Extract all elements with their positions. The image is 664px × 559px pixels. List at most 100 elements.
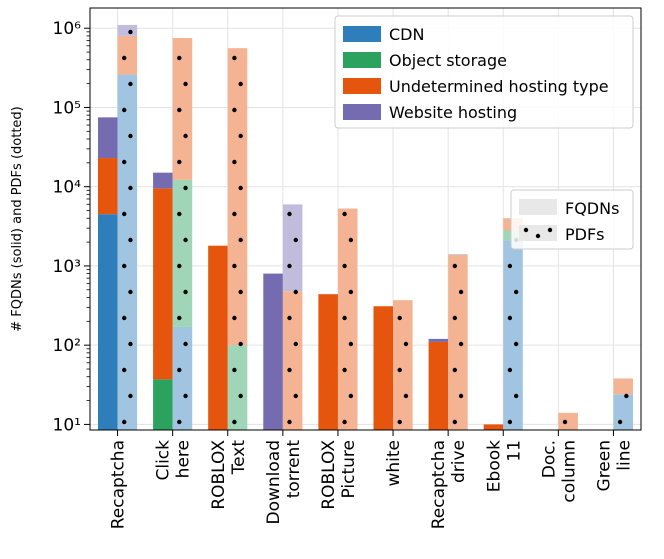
- pdf-dot: [293, 237, 298, 243]
- pdf-bar-object-storage: [172, 179, 193, 327]
- pdf-dot: [342, 315, 347, 321]
- fqdn-bar-undetermined-hosting-type: [483, 424, 504, 430]
- pdf-dot: [183, 393, 188, 399]
- fqdn-bar-undetermined-hosting-type: [428, 341, 449, 430]
- pdf-dot: [177, 107, 182, 113]
- pdf-bar-undetermined-hosting-type: [337, 208, 358, 430]
- pdf-dot: [232, 159, 237, 165]
- pdf-dot: [452, 315, 458, 321]
- pdf-dot: [122, 419, 127, 425]
- pdf-dot: [177, 315, 182, 321]
- pdf-bar-website-hosting: [282, 204, 303, 292]
- x-tick-label: Green: [595, 440, 615, 491]
- pdf-dot: [507, 419, 513, 425]
- pdf-dot: [128, 29, 133, 35]
- pdf-dot: [238, 237, 243, 243]
- pdf-bar-website-hosting: [117, 24, 138, 36]
- pdf-dot: [513, 289, 519, 295]
- pdf-dot: [232, 55, 237, 61]
- pdf-bar-undetermined-hosting-type: [117, 35, 138, 75]
- pdf-dot: [458, 289, 464, 295]
- pdf-dot: [348, 393, 354, 399]
- pdf-dot: [397, 315, 402, 321]
- pdf-bar-undetermined-hosting-type: [613, 378, 634, 395]
- pdf-dot: [122, 315, 127, 321]
- legend-label-pdfs: PDFs: [565, 225, 605, 244]
- pdf-dot: [507, 263, 513, 269]
- pdf-bar-undetermined-hosting-type: [558, 412, 578, 430]
- pdf-dot: [452, 419, 458, 425]
- pdf-dot: [238, 185, 243, 191]
- pdf-dot: [458, 341, 464, 347]
- pdf-dot: [287, 315, 292, 321]
- pdf-dot: [293, 393, 298, 399]
- legend-label-object-storage: Object storage: [389, 51, 507, 70]
- x-tick-label: Doc.: [539, 440, 559, 478]
- legend-series: CDN Object storage Undetermined hosting ty…: [334, 15, 634, 129]
- pdf-dot: [348, 289, 354, 295]
- pdf-dot: [122, 55, 127, 61]
- pdf-dot: [287, 211, 292, 217]
- x-tick-label: line: [615, 440, 635, 471]
- pdf-dot: [513, 341, 519, 347]
- legend-label-cdn: CDN: [389, 25, 424, 44]
- pdf-dot: [342, 419, 347, 425]
- pdf-dot: [348, 341, 354, 347]
- x-tick-label: column: [559, 440, 579, 503]
- fqdn-bar-undetermined-hosting-type: [97, 158, 118, 215]
- pdf-bar-undetermined-hosting-type: [448, 254, 468, 430]
- legend-dot: [547, 227, 553, 233]
- pdf-dot: [232, 211, 237, 217]
- pdf-dot: [232, 107, 237, 113]
- pdf-dot: [232, 315, 237, 321]
- x-tick-label: white: [384, 440, 404, 487]
- pdf-dot: [128, 185, 133, 191]
- pdf-dot: [232, 419, 237, 425]
- y-tick-label: 10⁶: [53, 19, 82, 39]
- pdf-dot: [238, 133, 243, 139]
- plot-frame: [89, 7, 642, 431]
- pdf-dot: [232, 263, 237, 269]
- pdf-bar-website-hosting: [448, 254, 468, 255]
- pdf-dot: [458, 393, 464, 399]
- x-tick-label: Ebook: [484, 440, 504, 492]
- pdf-dot: [342, 263, 347, 269]
- pdf-dot: [128, 289, 133, 295]
- pdf-dot: [293, 289, 298, 295]
- x-tick-label: Recaptcha: [429, 440, 449, 529]
- pdf-dot: [238, 341, 243, 347]
- pdf-dot: [122, 367, 127, 373]
- y-tick-label: 10⁴: [53, 178, 82, 198]
- pdf-bar-undetermined-hosting-type: [172, 38, 193, 180]
- y-tick-label: 10¹: [53, 415, 81, 435]
- pdf-dot: [238, 393, 243, 399]
- pdf-dot: [287, 263, 292, 269]
- x-tick-label: 11: [504, 440, 524, 462]
- pdf-dot: [183, 133, 188, 139]
- y-axis-label: # FQDNs (solid) and PDFs (dotted): [10, 106, 25, 331]
- y-tick-label: 10³: [53, 257, 81, 277]
- y-tick-label: 10⁵: [53, 98, 81, 118]
- pdf-dot: [128, 237, 133, 243]
- legend-swatch-undetermined-hosting-type: [343, 78, 381, 94]
- fqdn-bar-website-hosting: [263, 273, 283, 430]
- pdf-dot: [342, 211, 347, 217]
- pdf-dot: [617, 419, 623, 425]
- legend-label-website-hosting: Website hosting: [389, 103, 517, 122]
- pdf-dot: [348, 237, 354, 243]
- pdf-dot: [128, 393, 133, 399]
- pdf-dot: [183, 237, 188, 243]
- y-axis: 10¹ 10² 10³ 10⁴ 10⁵ 10⁶: [53, 19, 90, 435]
- pdf-dot: [293, 341, 298, 347]
- pdf-dot: [183, 81, 188, 87]
- pdf-dot: [238, 81, 243, 87]
- fqdn-bar-website-hosting: [428, 338, 449, 342]
- x-tick-label: ROBLOX: [209, 440, 229, 510]
- x-axis: Recaptcha Click here ROBLOX Text Download torr…: [109, 430, 635, 529]
- fqdn-bar-cdn: [97, 214, 118, 430]
- pdf-dot: [183, 185, 188, 191]
- pdf-dot: [397, 367, 402, 373]
- fqdn-bar-undetermined-hosting-type: [318, 294, 338, 430]
- pdf-dot: [177, 419, 182, 425]
- legend-swatch-object-storage: [343, 52, 381, 68]
